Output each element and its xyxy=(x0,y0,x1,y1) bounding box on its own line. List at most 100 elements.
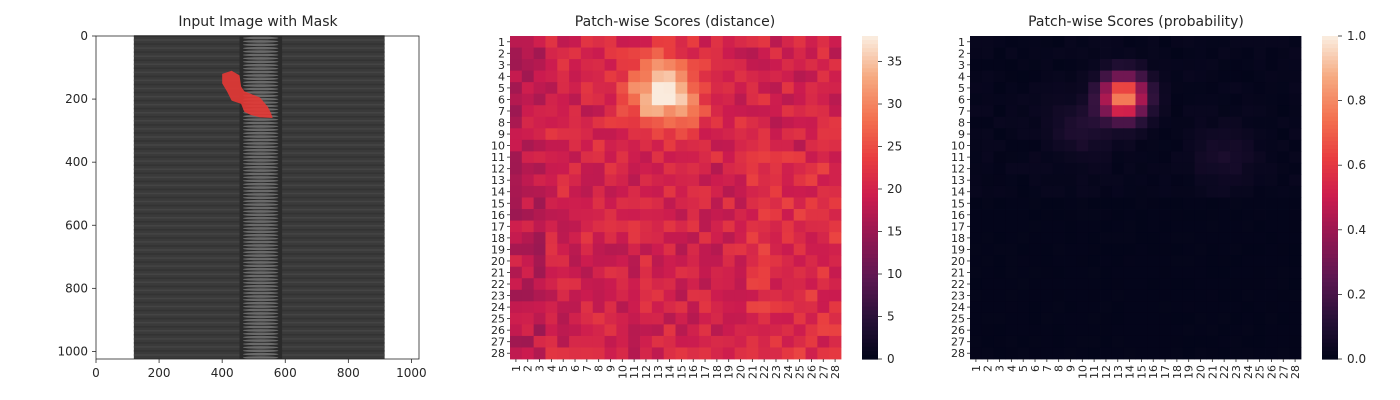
zipper-tooth xyxy=(242,216,279,220)
colorbar-segment xyxy=(862,185,878,191)
col-tick-label: 14 xyxy=(664,365,677,379)
heatmap-cell xyxy=(592,324,605,337)
colorbar-segment xyxy=(1322,201,1338,207)
col-tick-label: 23 xyxy=(770,365,783,379)
heatmap-cell xyxy=(628,266,641,279)
heatmap-cell xyxy=(604,162,617,175)
heatmap-cell xyxy=(1017,93,1030,106)
heatmap-cell xyxy=(817,347,830,360)
heatmap-cell xyxy=(1230,93,1243,106)
heatmap-cell xyxy=(1029,347,1042,360)
distance-heatmap-cells xyxy=(510,36,842,360)
heatmap-cell xyxy=(1088,151,1101,164)
colorbar-segment xyxy=(1322,233,1338,239)
heatmap-cell xyxy=(1052,347,1065,360)
heatmap-cell xyxy=(569,59,582,72)
colorbar-segment xyxy=(1322,48,1338,53)
heatmap-cell xyxy=(1064,278,1077,291)
heatmap-cell xyxy=(1076,266,1089,279)
heatmap-cell xyxy=(640,209,653,221)
heatmap-cell xyxy=(1147,139,1160,152)
heatmap-cell xyxy=(651,151,665,164)
heatmap-cell xyxy=(521,312,535,325)
heatmap-cell xyxy=(1194,335,1207,348)
heatmap-cell xyxy=(981,116,995,129)
heatmap-cell xyxy=(1230,82,1243,95)
heatmap-cell xyxy=(1100,266,1113,279)
heatmap-cell xyxy=(640,278,653,291)
heatmap-cell xyxy=(1230,312,1243,325)
colorbar-segment xyxy=(862,314,878,320)
heatmap-cell xyxy=(758,197,771,210)
heatmap-cell xyxy=(1100,197,1113,210)
heatmap-cell xyxy=(510,289,523,302)
heatmap-cell xyxy=(734,266,747,279)
heatmap-cell xyxy=(1241,243,1255,256)
heatmap-cell xyxy=(675,209,688,221)
colorbar-segment xyxy=(862,44,878,49)
heatmap-cell xyxy=(1206,116,1219,129)
colorbar-segment xyxy=(1322,149,1338,154)
col-tick-label: 11 xyxy=(1088,365,1101,379)
heatmap-cell xyxy=(1111,324,1125,337)
heatmap-cell xyxy=(651,82,665,95)
heatmap-cell xyxy=(1277,36,1290,48)
heatmap-cell xyxy=(687,139,700,152)
heatmap-cell xyxy=(981,255,995,268)
heatmap-cell xyxy=(1064,232,1077,245)
heatmap-cell xyxy=(970,185,983,198)
heatmap-cell xyxy=(710,174,724,187)
row-tick-label: 5 xyxy=(958,82,965,95)
heatmap-cell xyxy=(781,255,795,268)
heatmap-cell xyxy=(1052,301,1065,314)
heatmap-cell xyxy=(1218,289,1231,302)
zipper-tooth xyxy=(242,182,279,186)
heatmap-cell xyxy=(1100,220,1113,233)
heatmap-cell xyxy=(1218,209,1231,221)
heatmap-cell xyxy=(758,82,771,95)
heatmap-cell xyxy=(817,232,830,245)
colorbar-segment xyxy=(1322,278,1338,283)
heatmap-cell xyxy=(722,162,736,175)
colorbar-segment xyxy=(862,326,878,332)
heatmap-cell xyxy=(699,278,712,291)
heatmap-cell xyxy=(722,209,736,221)
heatmap-cell xyxy=(710,36,724,48)
heatmap-cell xyxy=(1111,162,1125,175)
heatmap-cell xyxy=(1265,128,1278,141)
heatmap-cell xyxy=(805,289,818,302)
colorbar-segment xyxy=(1322,306,1338,312)
heatmap-cell xyxy=(1194,70,1207,83)
heatmap-cell xyxy=(545,312,558,325)
heatmap-cell xyxy=(793,174,806,187)
heatmap-cell xyxy=(770,243,783,256)
heatmap-cell xyxy=(1253,347,1266,360)
colorbar-segment xyxy=(862,233,878,239)
heatmap-cell xyxy=(616,243,629,256)
heatmap-cell xyxy=(993,324,1006,337)
heatmap-cell xyxy=(616,36,629,48)
heatmap-cell xyxy=(1123,174,1136,187)
heatmap-cell xyxy=(651,209,665,221)
heatmap-cell xyxy=(1100,243,1113,256)
heatmap-cell xyxy=(734,347,747,360)
heatmap-cell xyxy=(1265,174,1278,187)
colorbar-segment xyxy=(1322,161,1338,166)
colorbar-segment xyxy=(862,225,878,231)
heatmap-cell xyxy=(758,335,771,348)
heatmap-cell xyxy=(1040,93,1054,106)
heatmap-cell xyxy=(1230,255,1243,268)
row-tick-label: 20 xyxy=(491,255,505,268)
heatmap-cell xyxy=(1230,335,1243,348)
heatmap-cell xyxy=(521,151,535,164)
heatmap-cell xyxy=(533,232,546,245)
heatmap-cell xyxy=(1241,301,1255,314)
heatmap-cell xyxy=(616,82,629,95)
heatmap-cell xyxy=(1111,335,1125,348)
heatmap-cell xyxy=(592,59,605,72)
col-tick-label: 4 xyxy=(1005,365,1018,372)
heatmap-cell xyxy=(770,324,783,337)
heatmap-cell xyxy=(640,266,653,279)
heatmap-cell xyxy=(758,105,771,118)
heatmap-cell xyxy=(1206,185,1219,198)
